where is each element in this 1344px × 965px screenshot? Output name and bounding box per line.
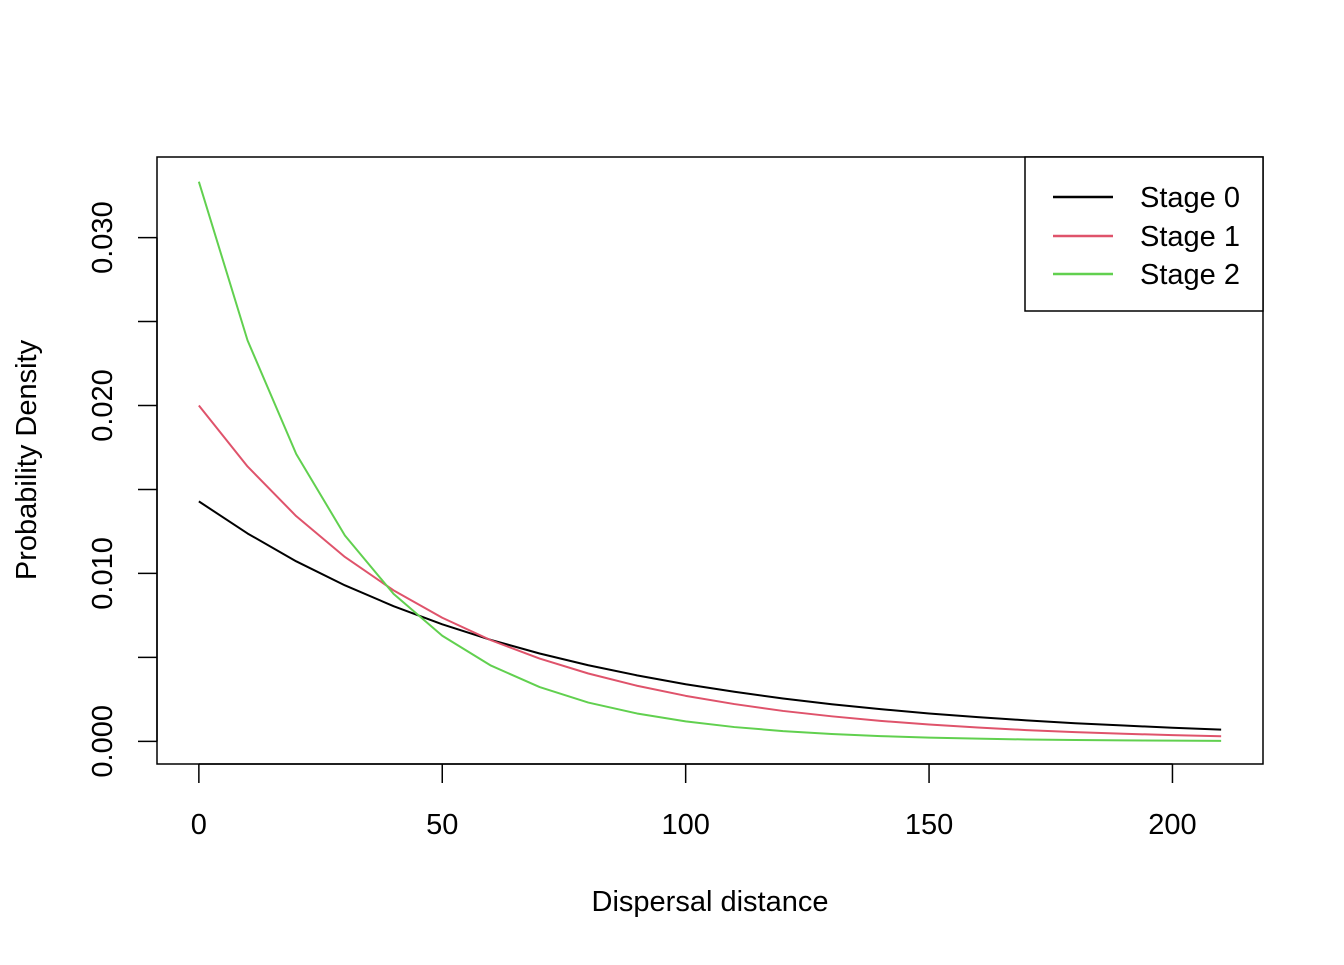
x-tick-label: 50 [426, 809, 458, 841]
x-tick-label: 100 [661, 809, 709, 841]
legend-box [1024, 156, 1264, 312]
y-tick-label: 0.000 [87, 705, 119, 778]
series-line-stage-0 [198, 500, 1222, 731]
legend-label-stage-1: Stage 1 [1140, 221, 1240, 253]
data-series [197, 181, 1222, 742]
y-tick-label: 0.020 [87, 369, 119, 442]
x-axis-label: Dispersal distance [592, 886, 829, 918]
y-tick-label: 0.010 [87, 537, 119, 610]
x-tick-label: 200 [1148, 809, 1196, 841]
series-line-stage-2 [197, 181, 1222, 742]
x-tick-label: 150 [905, 809, 953, 841]
y-axis-label: Probability Density [11, 339, 43, 580]
legend-label-stage-0: Stage 0 [1140, 182, 1240, 214]
legend: Stage 0 Stage 1 Stage 2 [1024, 156, 1264, 312]
x-tick-label: 0 [191, 809, 207, 841]
legend-label-stage-2: Stage 2 [1140, 259, 1240, 291]
y-tick-label: 0.030 [87, 201, 119, 274]
series-line-stage-1 [198, 404, 1222, 738]
plot-frame [156, 156, 1264, 765]
